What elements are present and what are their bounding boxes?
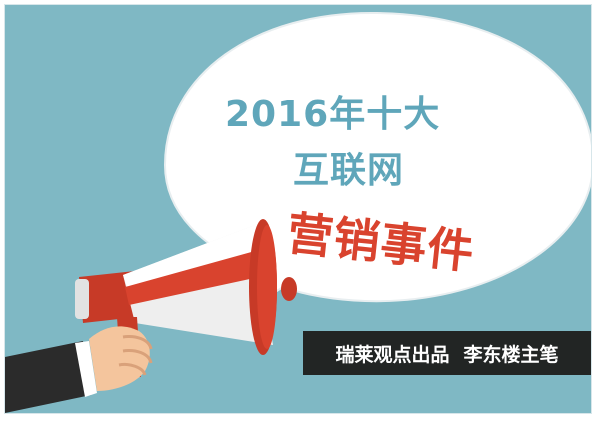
credit-source: 瑞莱观点出品	[335, 343, 450, 366]
megaphone-icon	[75, 219, 297, 377]
poster-panel: 2016年十大 互联网 营销事件 瑞莱观点出品 李东楼主笔	[4, 4, 592, 414]
poster-illustration	[5, 11, 591, 413]
title-line-1: 2016年十大	[225, 94, 441, 135]
hand-icon	[5, 326, 153, 413]
title-line-2: 互联网	[293, 150, 405, 191]
credit-author: 李东楼主笔	[463, 343, 559, 366]
credit-banner: 瑞莱观点出品 李东楼主笔	[303, 331, 591, 375]
